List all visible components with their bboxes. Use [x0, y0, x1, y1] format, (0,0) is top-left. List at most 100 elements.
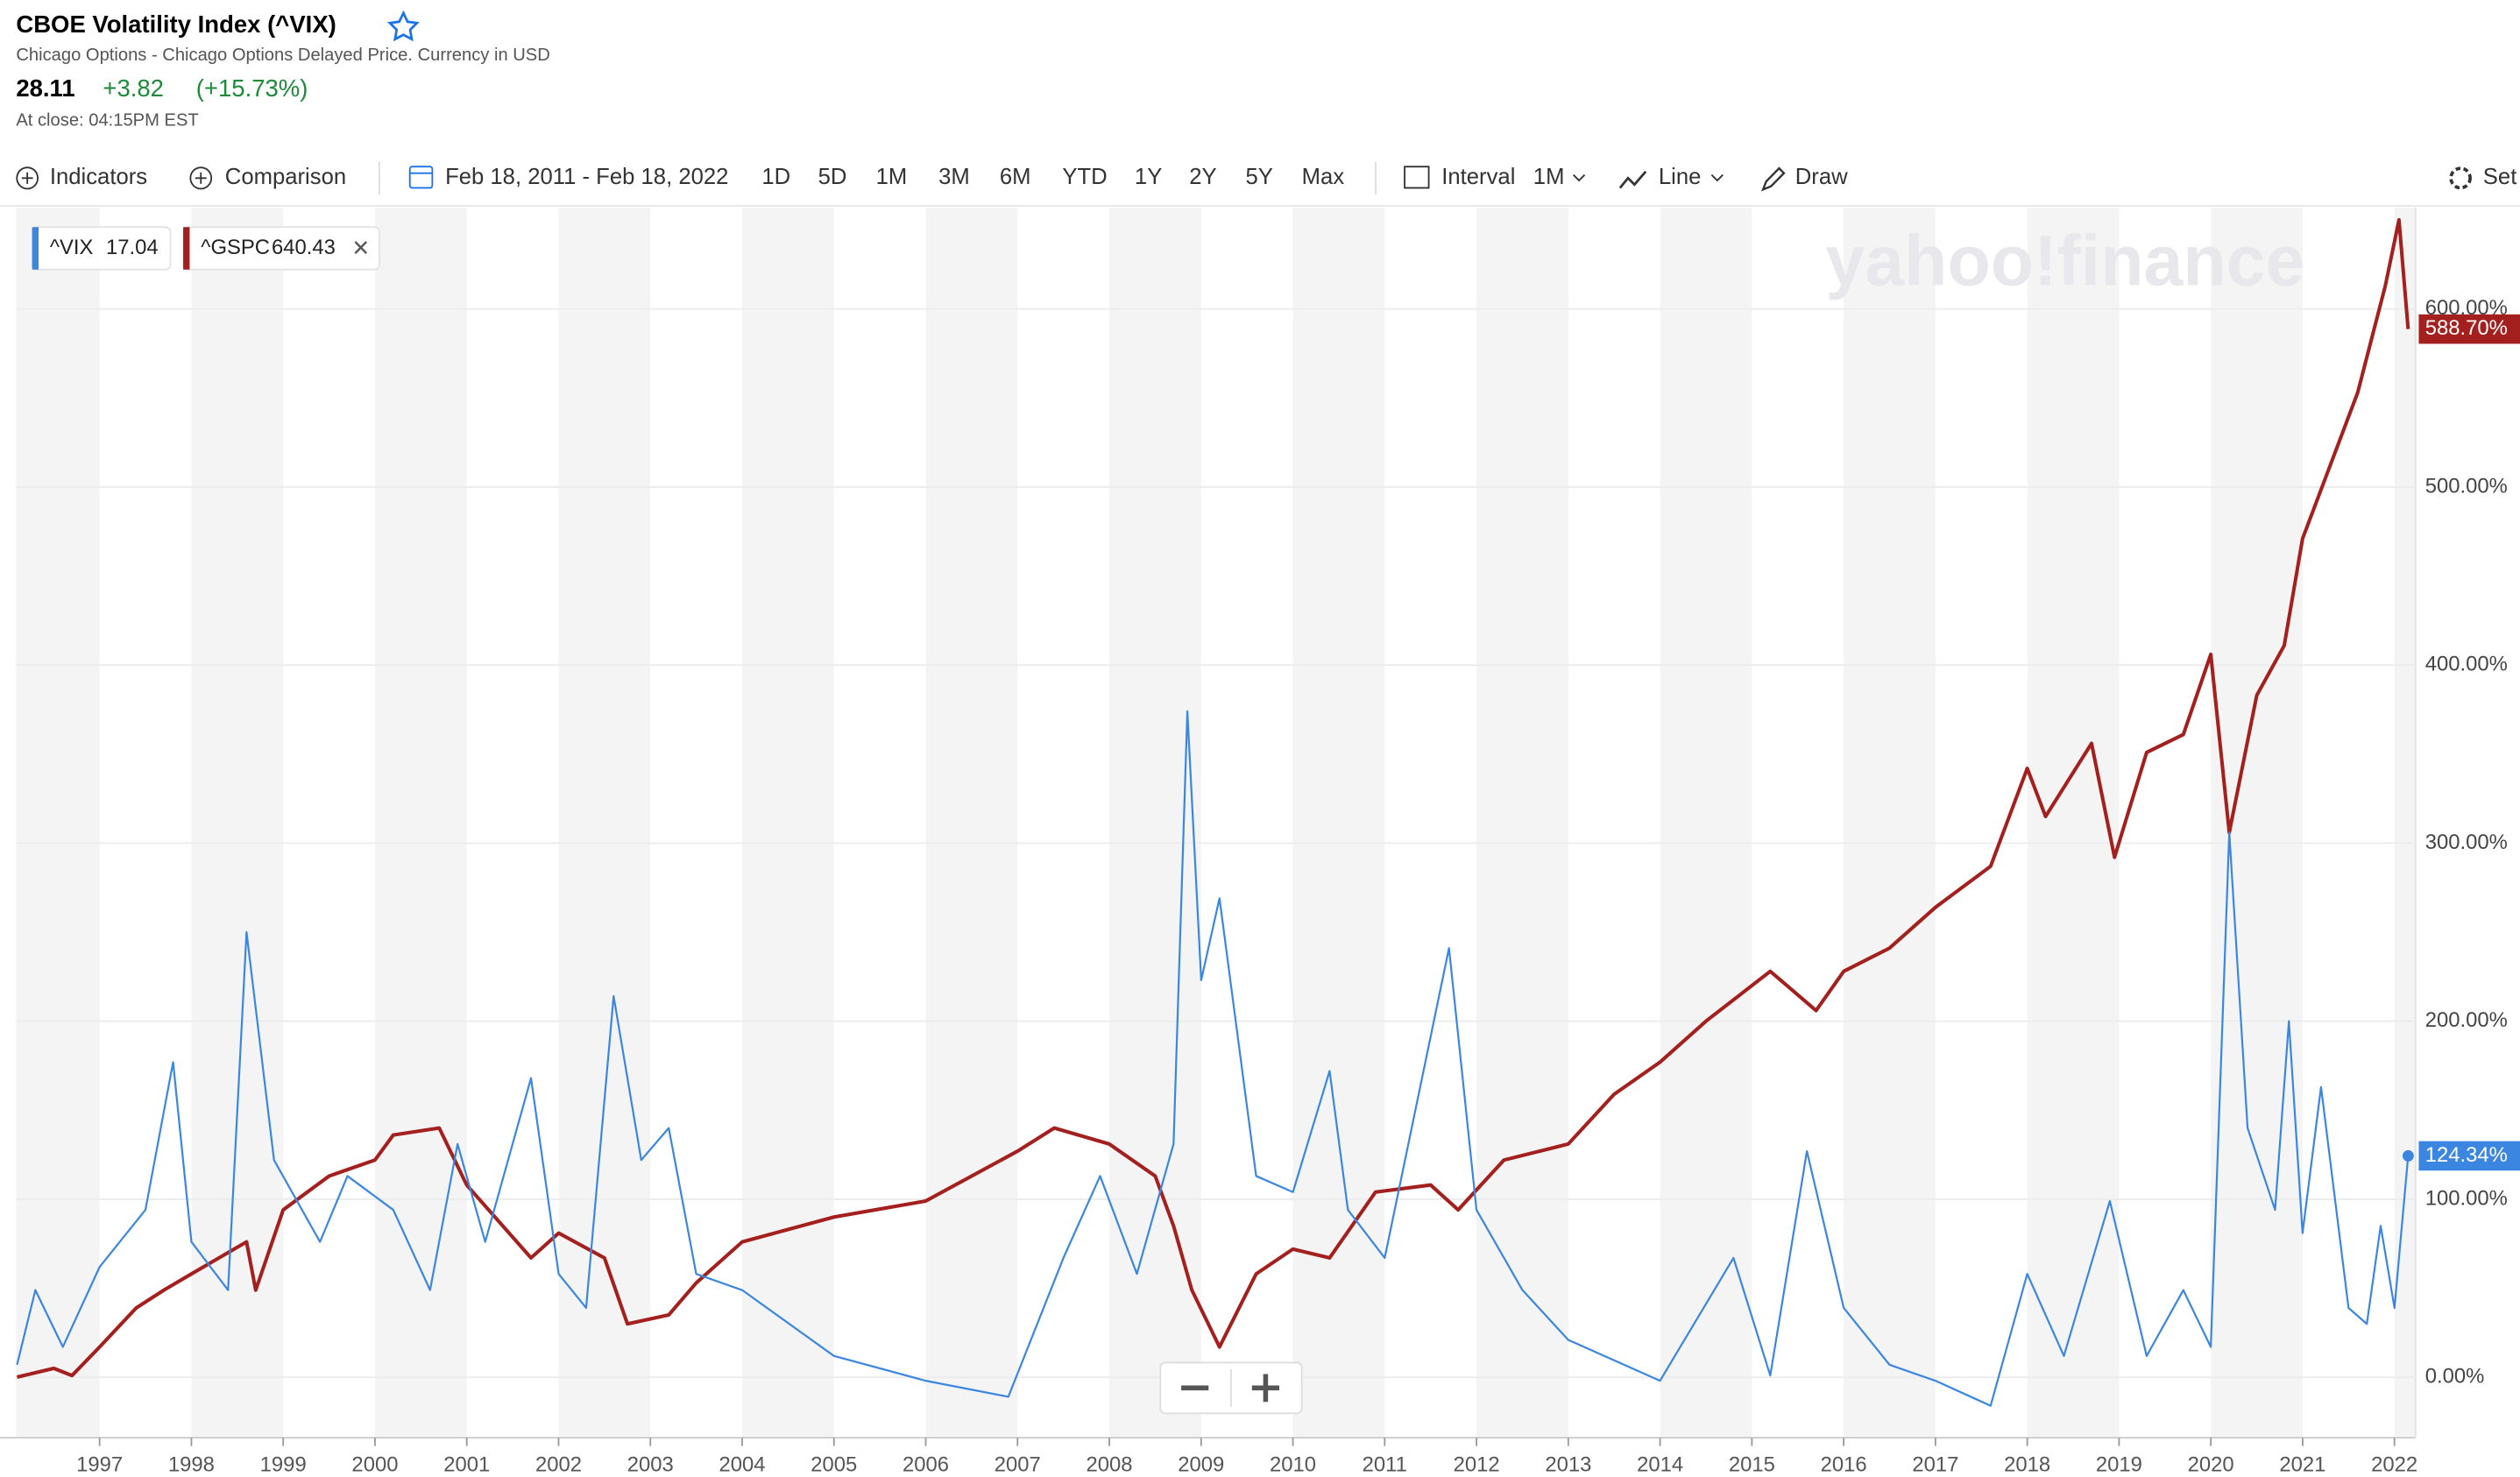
zoom-controls	[1159, 1361, 1303, 1415]
plot-area: 124.34% 588.70%	[16, 217, 2520, 1407]
x-tick-label: 2014	[1637, 1452, 1683, 1476]
x-tick-label: 2018	[2004, 1452, 2050, 1476]
x-tick-label: 2020	[2188, 1452, 2234, 1476]
watermark: yahoo!finance	[1825, 221, 2304, 301]
x-tick-label: 1998	[168, 1452, 215, 1476]
x-tick-label: 2010	[1270, 1452, 1316, 1476]
end-label: 124.34%	[2425, 1143, 2508, 1167]
quote-subtitle: Chicago Options - Chicago Options Delaye…	[16, 46, 549, 65]
x-tick-label: 2012	[1454, 1452, 1500, 1476]
y-tick-label: 200.00%	[2425, 1008, 2508, 1032]
remove-comparison[interactable]	[354, 241, 368, 254]
year-band	[741, 207, 834, 1438]
series-line	[16, 217, 2410, 1380]
x-tick-label: 1999	[260, 1452, 307, 1476]
x-tick-label: 2021	[2279, 1452, 2325, 1476]
range-button[interactable]: 3M	[938, 165, 970, 189]
price-change: +3.82	[103, 74, 164, 102]
year-band	[1660, 207, 1752, 1438]
price-change-percent: (+15.73%)	[196, 74, 308, 102]
year-band	[1109, 207, 1201, 1438]
settings-button[interactable]: Set	[2483, 165, 2517, 189]
line-icon	[1618, 170, 1647, 189]
quote-title: CBOE Volatility Index (^VIX)	[16, 11, 336, 38]
legend-swatch	[32, 227, 39, 270]
x-tick-label: 2002	[535, 1452, 582, 1476]
x-tick-label: 2009	[1178, 1452, 1224, 1476]
close-time: At close: 04:15PM EST	[16, 110, 198, 130]
range-button[interactable]: 1D	[761, 165, 790, 189]
year-band	[925, 207, 1018, 1438]
y-tick-label: 0.00%	[2425, 1364, 2485, 1388]
range-button[interactable]: 1Y	[1135, 165, 1162, 189]
range-button[interactable]: 6M	[1000, 165, 1031, 189]
x-tick-label: 2011	[1363, 1452, 1407, 1476]
range-button[interactable]: 1M	[876, 165, 908, 189]
y-tick-label: 400.00%	[2425, 652, 2508, 675]
toolbar: Indicators Comparison Feb 18, 2011 - Feb…	[16, 161, 2517, 194]
year-band	[558, 207, 651, 1438]
interval-button[interactable]: Interval	[1441, 165, 1515, 189]
watchlist-star[interactable]	[387, 10, 420, 42]
year-band	[1292, 207, 1385, 1438]
zoom-in-button[interactable]	[1251, 1374, 1280, 1403]
year-bands	[16, 207, 2416, 1438]
indicators-icon	[21, 172, 33, 184]
dropdown-caret	[1710, 173, 1724, 182]
legend-name: ^GSPC	[201, 236, 270, 259]
y-tick-label: 500.00%	[2425, 474, 2508, 498]
range-button[interactable]: 5Y	[1245, 165, 1272, 189]
year-band	[191, 207, 284, 1438]
x-tick-label: 2000	[351, 1452, 398, 1476]
indicators-icon	[16, 166, 39, 190]
comparison-button[interactable]: Comparison	[225, 165, 346, 189]
comparison-icon	[195, 172, 207, 184]
calendar-icon	[408, 166, 434, 189]
date-range-button[interactable]: Feb 18, 2011 - Feb 18, 2022	[445, 165, 728, 189]
range-button[interactable]: YTD	[1062, 165, 1107, 189]
legend-value: 640.43	[272, 236, 336, 259]
interval-icon	[1404, 166, 1430, 189]
range-button[interactable]: 2Y	[1189, 165, 1216, 189]
x-tick-label: 2004	[718, 1452, 765, 1476]
interval-value[interactable]: 1M	[1533, 165, 1565, 189]
legend-name: ^VIX	[50, 236, 94, 259]
end-label-box	[2418, 314, 2520, 344]
year-band	[2394, 207, 2416, 1438]
x-tick-label: 2016	[1821, 1452, 1867, 1476]
x-tick-label: 2006	[903, 1452, 949, 1476]
chart-style-button[interactable]: Line	[1659, 165, 1702, 189]
indicators-button[interactable]: Indicators	[50, 165, 147, 189]
legend-swatch	[183, 227, 190, 270]
year-band	[16, 207, 100, 1438]
legend-value: 17.04	[106, 236, 159, 259]
comparison-icon	[189, 166, 213, 190]
end-label-box	[2418, 1141, 2520, 1171]
settings-icon	[2449, 166, 2472, 190]
last-point	[2402, 1149, 2414, 1162]
price: 28.11	[16, 74, 74, 102]
series-line	[16, 710, 2410, 1407]
year-band	[2211, 207, 2303, 1438]
draw-button[interactable]: Draw	[1795, 165, 1848, 189]
x-tick-label: 2013	[1545, 1452, 1591, 1476]
x-tick-label: 2003	[627, 1452, 674, 1476]
x-tick-label: 2001	[443, 1452, 490, 1476]
end-label: 588.70%	[2425, 316, 2508, 340]
x-tick-label: 2008	[1087, 1452, 1133, 1476]
x-tick-label: 1997	[76, 1452, 123, 1476]
x-tick-label: 2017	[1912, 1452, 1958, 1476]
dropdown-caret	[1573, 173, 1586, 182]
legend: ^VIX 17.04 ^GSPC 640.43	[31, 226, 380, 271]
range-button[interactable]: Max	[1302, 165, 1345, 189]
x-tick-label: 2005	[811, 1452, 857, 1476]
year-band	[1476, 207, 1568, 1438]
range-button[interactable]: 5D	[818, 165, 847, 189]
year-band	[374, 207, 467, 1438]
x-tick-label: 2007	[995, 1452, 1041, 1476]
y-tick-label: 100.00%	[2425, 1186, 2508, 1210]
x-tick-label: 2022	[2371, 1452, 2417, 1476]
range-buttons: 1D 5D 1M 3M 6M YTD 1Y 2Y 5Y Max	[761, 165, 1344, 189]
